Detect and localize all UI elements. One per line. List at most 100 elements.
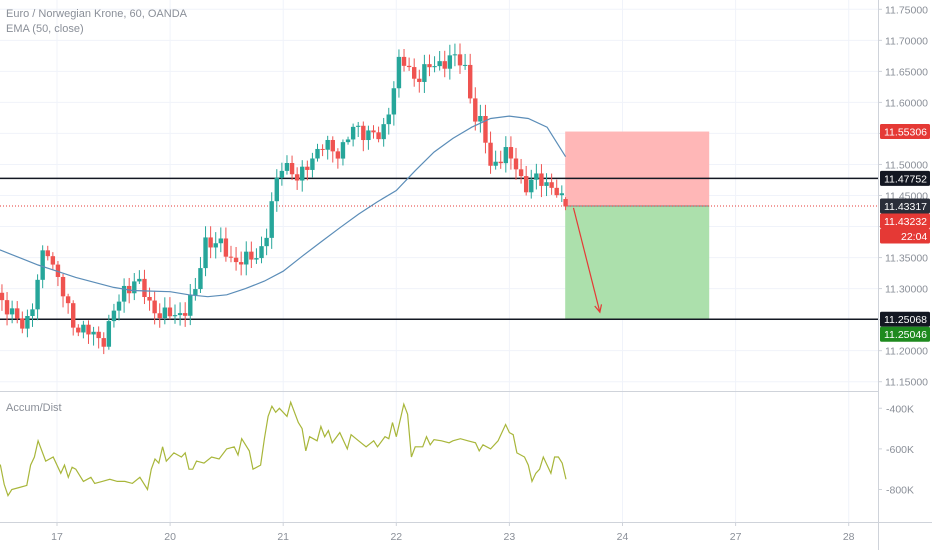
candle-body: [483, 116, 488, 143]
candle-body: [177, 313, 183, 316]
candle-body: [269, 201, 274, 238]
candle-body: [228, 256, 234, 258]
support-price-tag: 11.25068: [884, 314, 927, 326]
candle-body: [137, 278, 142, 282]
candle-body: [96, 331, 101, 339]
candle-body: [508, 147, 514, 159]
ema-legend[interactable]: EMA (50, close): [6, 23, 84, 35]
arrow-shaft: [572, 207, 601, 313]
candle-body: [376, 132, 381, 140]
take-profit-zone: [565, 205, 710, 320]
candle-body: [198, 268, 203, 290]
candle-body: [86, 324, 91, 335]
candle-body: [167, 307, 173, 317]
stop-loss-zone: [565, 131, 710, 206]
time-tick-label: 17: [51, 531, 63, 543]
projection-arrow[interactable]: [572, 207, 603, 314]
accum-dist-tick-label: -400K: [886, 403, 914, 415]
candle-body: [9, 308, 15, 315]
price-tick-label: 11.75000: [885, 4, 928, 16]
resistance-price-tag: 11.47752: [884, 173, 927, 185]
candle-body: [50, 256, 56, 265]
candle-body: [249, 251, 254, 260]
candle-body: [330, 139, 335, 152]
horizontal-lines[interactable]: [0, 177, 878, 320]
candle-body: [279, 170, 285, 178]
candle-body: [412, 67, 417, 79]
candle-body: [142, 278, 147, 297]
candle-body: [233, 257, 239, 263]
candle-body: [366, 130, 371, 141]
candle-body: [310, 158, 315, 170]
candle-body: [386, 114, 391, 125]
candle-body: [462, 64, 468, 66]
candle-body: [452, 54, 458, 56]
accum-dist-legend[interactable]: Accum/Dist: [6, 402, 62, 414]
candle-body: [91, 331, 96, 335]
candle-body: [422, 64, 427, 82]
countdown-tag: 22:04: [901, 231, 927, 243]
candle-body: [554, 187, 559, 196]
candle-body: [559, 193, 565, 196]
target-price-tag-bg: [880, 326, 930, 342]
candle-body: [284, 163, 290, 171]
candle-body: [478, 116, 483, 122]
time-tick-label: 27: [730, 531, 742, 543]
candle-body: [218, 238, 224, 244]
candle-body: [132, 281, 137, 294]
candle-body: [111, 310, 117, 322]
candle-body: [518, 169, 524, 177]
symbol-legend[interactable]: Euro / Norwegian Krone, 60, OANDA: [6, 8, 187, 20]
candle-body: [381, 124, 386, 140]
price-tick-label: 11.65000: [885, 66, 928, 78]
candle-body: [289, 163, 295, 175]
candle-body: [30, 309, 35, 317]
stop-price-tag: 11.55306: [884, 127, 927, 139]
price-tick-label: 11.20000: [885, 346, 928, 358]
candle-body: [315, 148, 320, 159]
candle-body: [513, 158, 519, 170]
candle-body: [238, 262, 244, 265]
candle-body: [335, 151, 341, 159]
candle-body: [320, 148, 325, 150]
accum-dist-axis[interactable]: -400K -600K -800K: [878, 403, 914, 497]
candle-body: [340, 142, 346, 159]
candle-body: [391, 88, 397, 115]
resistance-price-tag-bg: [880, 170, 930, 186]
price-tick-label: 11.15000: [885, 377, 928, 389]
stop-price-tag-bg: [880, 124, 930, 140]
candle-body: [356, 125, 361, 127]
accum-dist-tick-label: -600K: [886, 444, 914, 456]
time-axis[interactable]: 17 20 21 22 23 24 27 28: [51, 522, 855, 543]
candle-body: [45, 250, 50, 257]
candle-body: [259, 246, 264, 259]
target-price-tag: 11.25046: [884, 329, 927, 341]
candle-body: [467, 64, 473, 99]
candle-body: [244, 251, 249, 265]
candle-body: [162, 307, 168, 319]
candle-body: [40, 250, 45, 280]
candle-body: [442, 61, 447, 69]
position-zones[interactable]: [565, 131, 710, 320]
candle-body: [534, 173, 539, 180]
accum-dist-tick-label: -800K: [886, 485, 914, 497]
candle-body: [493, 161, 498, 166]
candle-body: [417, 78, 422, 82]
candle-body: [35, 279, 40, 310]
last-price-tag-bg: [880, 213, 930, 229]
candle-body: [294, 174, 300, 181]
candle-body: [473, 98, 478, 122]
ema-layer: [0, 115, 567, 298]
candle-body: [152, 300, 157, 314]
candle-body: [193, 289, 198, 296]
price-tick-label: 11.50000: [885, 159, 928, 171]
candle-body: [25, 316, 30, 329]
entry-price-tag-bg: [880, 198, 930, 214]
candle-body: [563, 199, 568, 207]
candle-body: [539, 173, 544, 186]
candles-layer: [0, 43, 568, 355]
candle-body: [549, 182, 554, 188]
time-tick-label: 20: [164, 531, 176, 543]
candle-body: [300, 166, 305, 181]
